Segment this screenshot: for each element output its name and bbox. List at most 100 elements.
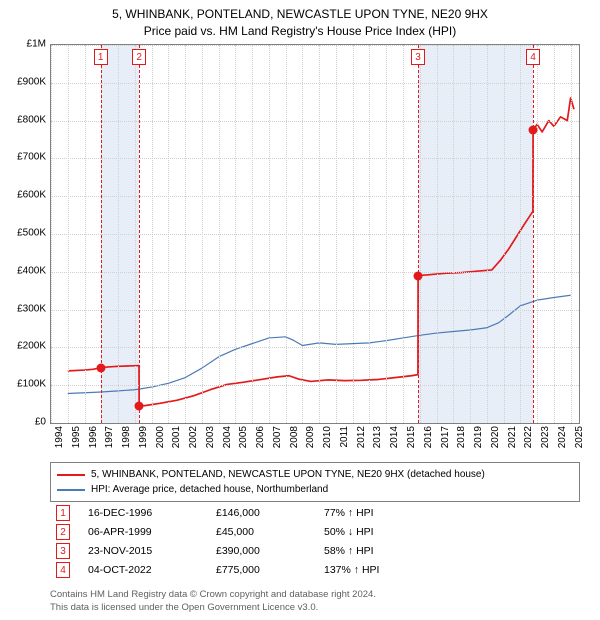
- gridline-v: [185, 45, 186, 423]
- xtick-label: 2008: [289, 426, 300, 448]
- legend-box: 5, WHINBANK, PONTELAND, NEWCASTLE UPON T…: [50, 462, 580, 502]
- title-line-1: 5, WHINBANK, PONTELAND, NEWCASTLE UPON T…: [0, 6, 600, 23]
- event-label: 1: [94, 49, 108, 65]
- gridline-h: [51, 196, 579, 197]
- legend-row-price-paid: 5, WHINBANK, PONTELAND, NEWCASTLE UPON T…: [57, 467, 573, 482]
- event-price: £146,000: [216, 504, 306, 523]
- footer-line-2: This data is licensed under the Open Gov…: [50, 602, 580, 614]
- footer: Contains HM Land Registry data © Crown c…: [50, 589, 580, 614]
- xtick-label: 1994: [54, 426, 65, 448]
- gridline-v: [135, 45, 136, 423]
- event-price: £45,000: [216, 523, 306, 542]
- gridline-v: [403, 45, 404, 423]
- event-pct: 137% ↑ HPI: [324, 561, 434, 580]
- ytick-label: £0: [2, 417, 46, 428]
- xtick-label: 2016: [423, 426, 434, 448]
- gridline-v: [152, 45, 153, 423]
- event-marker: [135, 401, 144, 410]
- event-marker: [96, 363, 105, 372]
- gridline-v: [520, 45, 521, 423]
- xtick-label: 1995: [71, 426, 82, 448]
- event-pct: 58% ↑ HPI: [324, 542, 434, 561]
- legend-swatch-hpi: [57, 489, 85, 491]
- gridline-v: [85, 45, 86, 423]
- events-row: 323-NOV-2015£390,00058% ↑ HPI: [50, 542, 580, 561]
- xtick-label: 2025: [574, 426, 585, 448]
- gridline-v: [453, 45, 454, 423]
- ytick-label: £500K: [2, 228, 46, 239]
- xtick-label: 2022: [523, 426, 534, 448]
- xtick-label: 2020: [490, 426, 501, 448]
- gridline-h: [51, 385, 579, 386]
- xtick-label: 2023: [540, 426, 551, 448]
- events-row: 404-OCT-2022£775,000137% ↑ HPI: [50, 561, 580, 580]
- gridline-v: [319, 45, 320, 423]
- gridline-v: [420, 45, 421, 423]
- legend-row-hpi: HPI: Average price, detached house, Nort…: [57, 482, 573, 497]
- gridline-v: [51, 45, 52, 423]
- gridline-h: [51, 83, 579, 84]
- gridline-v: [235, 45, 236, 423]
- event-pct: 77% ↑ HPI: [324, 504, 434, 523]
- gridline-v: [504, 45, 505, 423]
- xtick-label: 1999: [138, 426, 149, 448]
- footer-line-1: Contains HM Land Registry data © Crown c…: [50, 589, 580, 601]
- title-line-2: Price paid vs. HM Land Registry's House …: [0, 23, 600, 40]
- events-row: 1 16-DEC-1996 £146,000 77% ↑ HPI: [50, 504, 580, 523]
- xtick-label: 2002: [188, 426, 199, 448]
- gridline-v: [68, 45, 69, 423]
- xtick-label: 2004: [222, 426, 233, 448]
- event-label: 3: [411, 49, 425, 65]
- event-date: 16-DEC-1996: [88, 504, 198, 523]
- legend-swatch-price-paid: [57, 474, 85, 476]
- chart-container: 5, WHINBANK, PONTELAND, NEWCASTLE UPON T…: [0, 0, 600, 620]
- gridline-v: [219, 45, 220, 423]
- gridline-h: [51, 45, 579, 46]
- event-badge: 4: [56, 562, 70, 578]
- gridline-v: [286, 45, 287, 423]
- xtick-label: 2010: [322, 426, 333, 448]
- events-row: 206-APR-1999£45,00050% ↓ HPI: [50, 523, 580, 542]
- gridline-v: [336, 45, 337, 423]
- gridline-h: [51, 234, 579, 235]
- gridline-v: [571, 45, 572, 423]
- ytick-label: £600K: [2, 190, 46, 201]
- xtick-label: 2018: [456, 426, 467, 448]
- legend-label-price-paid: 5, WHINBANK, PONTELAND, NEWCASTLE UPON T…: [91, 467, 485, 482]
- ytick-label: £800K: [2, 114, 46, 125]
- event-label: 4: [526, 49, 540, 65]
- chart-area: 1234: [50, 44, 580, 424]
- xtick-label: 2015: [406, 426, 417, 448]
- xtick-label: 2006: [255, 426, 266, 448]
- xtick-label: 2024: [557, 426, 568, 448]
- ytick-label: £300K: [2, 303, 46, 314]
- event-line: [533, 45, 534, 423]
- gridline-h: [51, 347, 579, 348]
- xtick-label: 2007: [272, 426, 283, 448]
- gridline-v: [386, 45, 387, 423]
- event-line: [418, 45, 419, 423]
- xtick-label: 2017: [440, 426, 451, 448]
- gridline-v: [470, 45, 471, 423]
- xtick-label: 2011: [339, 426, 350, 448]
- event-marker: [529, 126, 538, 135]
- event-badge: 1: [56, 505, 70, 521]
- gridline-v: [168, 45, 169, 423]
- gridline-v: [252, 45, 253, 423]
- xtick-label: 2014: [389, 426, 400, 448]
- xtick-label: 2012: [356, 426, 367, 448]
- ytick-label: £400K: [2, 265, 46, 276]
- gridline-h: [51, 310, 579, 311]
- series-price_paid: [68, 98, 574, 406]
- xtick-label: 2003: [205, 426, 216, 448]
- gridline-h: [51, 158, 579, 159]
- ytick-label: £1M: [2, 39, 46, 50]
- gridline-v: [302, 45, 303, 423]
- gridline-v: [269, 45, 270, 423]
- gridline-v: [202, 45, 203, 423]
- event-marker: [414, 271, 423, 280]
- gridline-v: [118, 45, 119, 423]
- title-block: 5, WHINBANK, PONTELAND, NEWCASTLE UPON T…: [0, 0, 600, 40]
- event-price: £775,000: [216, 561, 306, 580]
- gridline-v: [537, 45, 538, 423]
